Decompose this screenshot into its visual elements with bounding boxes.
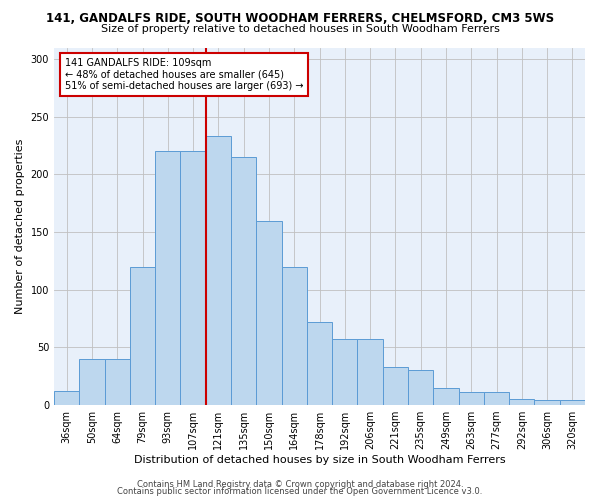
Text: Size of property relative to detached houses in South Woodham Ferrers: Size of property relative to detached ho… [101,24,499,34]
Text: Contains public sector information licensed under the Open Government Licence v3: Contains public sector information licen… [118,488,482,496]
Text: 141, GANDALFS RIDE, SOUTH WOODHAM FERRERS, CHELMSFORD, CM3 5WS: 141, GANDALFS RIDE, SOUTH WOODHAM FERRER… [46,12,554,26]
Bar [560,400,585,405]
Y-axis label: Number of detached properties: Number of detached properties [15,138,25,314]
Bar [383,367,408,405]
Bar [54,391,79,405]
X-axis label: Distribution of detached houses by size in South Woodham Ferrers: Distribution of detached houses by size … [134,455,505,465]
Bar [433,388,458,405]
Bar [104,359,130,405]
Bar [307,322,332,405]
Bar [509,400,535,405]
Bar [408,370,433,405]
Bar [458,392,484,405]
Bar [484,392,509,405]
Text: 141 GANDALFS RIDE: 109sqm
← 48% of detached houses are smaller (645)
51% of semi: 141 GANDALFS RIDE: 109sqm ← 48% of detac… [65,58,303,92]
Bar [79,359,104,405]
Bar [231,157,256,405]
Bar [281,266,307,405]
Bar [130,266,155,405]
Bar [155,152,181,405]
Bar [181,152,206,405]
Text: Contains HM Land Registry data © Crown copyright and database right 2024.: Contains HM Land Registry data © Crown c… [137,480,463,489]
Bar [535,400,560,405]
Bar [206,136,231,405]
Bar [256,220,281,405]
Bar [358,340,383,405]
Bar [332,340,358,405]
